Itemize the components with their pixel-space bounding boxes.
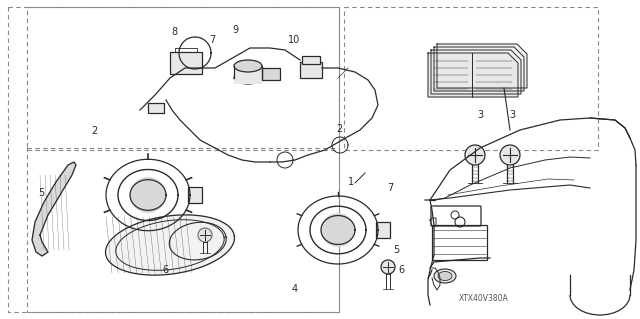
- Circle shape: [321, 213, 355, 247]
- Circle shape: [465, 145, 485, 165]
- Text: XTX40V380A: XTX40V380A: [458, 294, 508, 303]
- Text: 10: 10: [288, 35, 301, 45]
- Bar: [234, 66, 262, 84]
- Ellipse shape: [434, 269, 456, 283]
- Text: 3: 3: [477, 110, 483, 120]
- Text: 7: 7: [209, 35, 216, 45]
- Polygon shape: [32, 162, 76, 256]
- Text: 4: 4: [291, 284, 298, 294]
- Bar: [376, 222, 390, 238]
- Circle shape: [198, 228, 212, 242]
- Polygon shape: [106, 215, 234, 275]
- Circle shape: [500, 145, 520, 165]
- Circle shape: [130, 177, 166, 213]
- Bar: [170, 52, 202, 74]
- Text: 6: 6: [162, 264, 168, 275]
- Text: 5: 5: [38, 188, 45, 198]
- Bar: [344, 7, 598, 150]
- Circle shape: [381, 260, 395, 274]
- Ellipse shape: [438, 271, 452, 280]
- Bar: [8, 7, 339, 312]
- Bar: [262, 68, 280, 80]
- Bar: [302, 56, 320, 64]
- Text: 8: 8: [171, 27, 177, 37]
- Text: 2: 2: [336, 124, 342, 134]
- Polygon shape: [431, 50, 521, 94]
- Bar: [148, 103, 164, 113]
- Bar: [27, 148, 339, 312]
- Text: 2: 2: [92, 126, 98, 136]
- Ellipse shape: [234, 60, 262, 72]
- Text: 3: 3: [509, 110, 515, 120]
- Ellipse shape: [234, 72, 262, 84]
- Text: 6: 6: [399, 264, 405, 275]
- Text: 9: 9: [232, 25, 239, 35]
- Polygon shape: [434, 47, 524, 91]
- Polygon shape: [437, 44, 527, 88]
- Text: 5: 5: [394, 245, 400, 256]
- Bar: [432, 225, 487, 260]
- Bar: [188, 187, 202, 203]
- Bar: [300, 62, 322, 78]
- Bar: [27, 7, 339, 150]
- Polygon shape: [428, 53, 518, 97]
- Text: 7: 7: [387, 183, 394, 193]
- Text: 1: 1: [348, 177, 354, 187]
